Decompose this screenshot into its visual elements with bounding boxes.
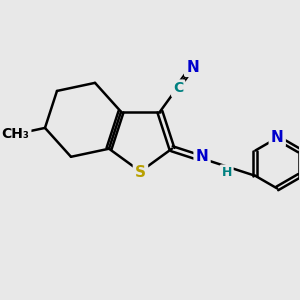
- Text: S: S: [135, 165, 146, 180]
- Text: N: N: [196, 149, 208, 164]
- Text: C: C: [173, 82, 183, 95]
- Text: CH₃: CH₃: [2, 127, 29, 141]
- Text: H: H: [221, 166, 232, 179]
- Text: N: N: [186, 60, 199, 75]
- Text: N: N: [271, 130, 284, 146]
